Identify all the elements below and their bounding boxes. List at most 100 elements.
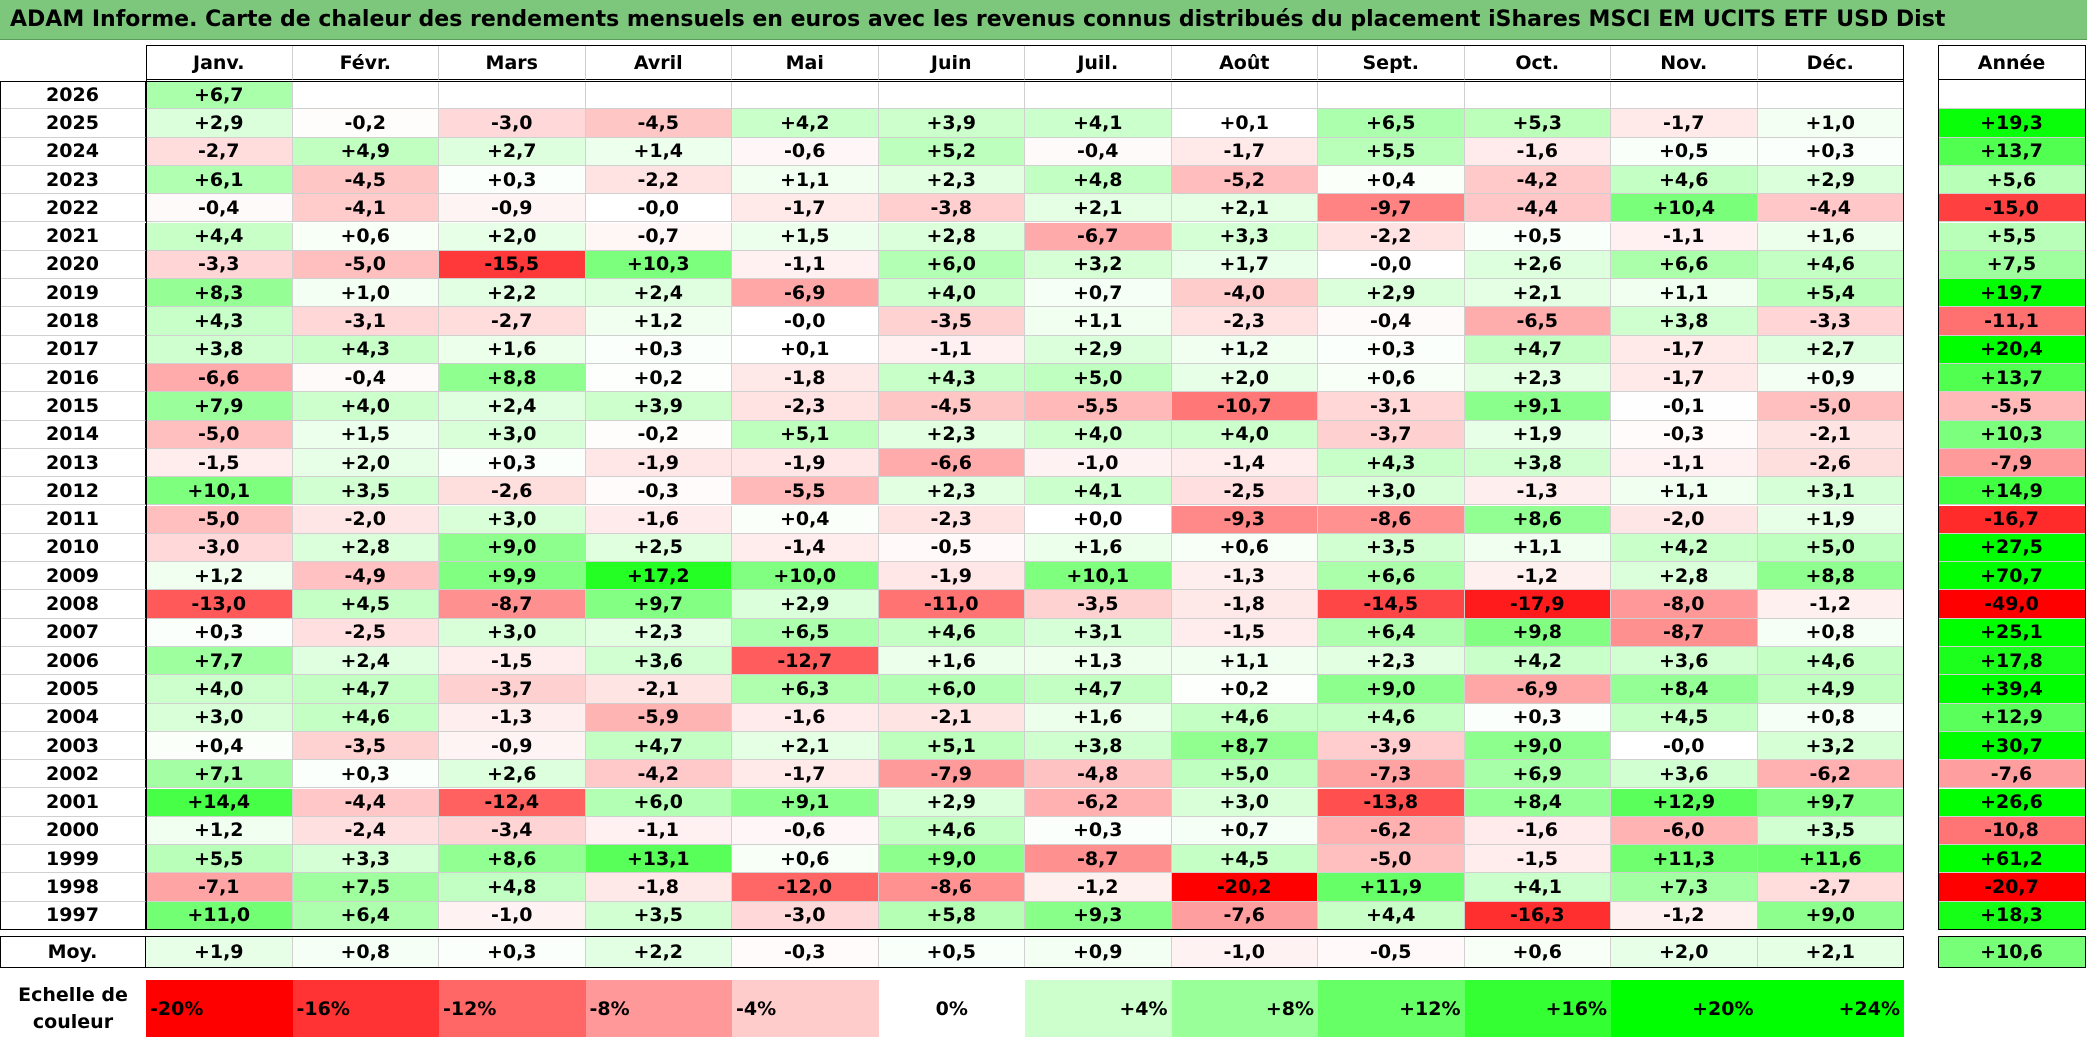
year-label: 2003 (0, 731, 146, 761)
heat-cell: +9,3 (1025, 901, 1172, 930)
heat-cell: +4,3 (878, 364, 1025, 393)
heat-cell: +1,1 (1611, 477, 1758, 506)
heat-cell: +8,7 (1171, 731, 1318, 761)
heat-cell: +4,6 (878, 618, 1025, 647)
scale-stop: -20% (146, 980, 293, 1037)
heat-cell: +1,4 (585, 137, 732, 166)
heat-cell: +11,6 (1757, 845, 1904, 874)
heat-cell: -12,0 (732, 873, 879, 902)
heat-cell: +6,6 (1611, 250, 1758, 280)
heat-cell: +3,0 (1171, 788, 1318, 817)
heat-cell: +4,3 (292, 335, 439, 364)
heat-cell: -1,3 (439, 703, 586, 732)
heat-cell: +3,6 (1611, 647, 1758, 676)
scale-stop: +4% (1025, 980, 1172, 1037)
heat-cell: -7,6 (1171, 901, 1318, 930)
heat-cell: +2,0 (1171, 364, 1318, 393)
heat-cell: -4,5 (292, 165, 439, 195)
month-header: Sept. (1318, 45, 1465, 80)
heat-cell: -7,3 (1318, 760, 1465, 789)
heat-cell: -0,9 (439, 731, 586, 761)
heat-cell: +10,3 (585, 250, 732, 280)
heat-cell: +6,3 (732, 675, 879, 704)
heat-cell: +0,6 (1318, 364, 1465, 393)
heat-cell: +2,8 (878, 222, 1025, 251)
year-label: 2020 (0, 250, 146, 280)
heat-cell: +2,4 (585, 279, 732, 308)
annual-cell: +5,5 (1938, 222, 2086, 251)
heat-cell: +2,7 (1757, 335, 1904, 364)
heat-cell: +1,1 (732, 165, 879, 195)
heat-cell: -4,0 (1171, 279, 1318, 308)
heat-cell: +10,0 (732, 562, 879, 591)
heat-cell: +1,6 (1757, 222, 1904, 251)
heat-cell: -3,1 (1318, 392, 1465, 421)
year-label: 2011 (0, 505, 146, 534)
heat-cell: +3,6 (1611, 760, 1758, 789)
heat-cell: +3,3 (1171, 222, 1318, 251)
heat-cell: +3,0 (439, 420, 586, 449)
heat-cell: +8,4 (1611, 675, 1758, 704)
heat-cell: +4,0 (878, 279, 1025, 308)
year-label: 2023 (0, 165, 146, 195)
year-label: 2014 (0, 420, 146, 449)
heat-cell: -1,5 (1171, 618, 1318, 647)
heat-cell: +0,4 (732, 505, 879, 534)
heat-cell: +0,1 (1171, 109, 1318, 138)
heat-cell: -1,1 (1611, 448, 1758, 478)
heat-cell: -1,9 (585, 448, 732, 478)
heat-cell: +0,8 (1757, 703, 1904, 732)
heat-cell: -0,0 (1611, 731, 1758, 761)
heat-cell: +4,6 (1171, 703, 1318, 732)
year-label: 2008 (0, 590, 146, 619)
year-label: 2015 (0, 392, 146, 421)
heat-cell: -3,1 (292, 307, 439, 336)
heat-cell: +0,2 (1171, 675, 1318, 704)
heat-cell: +4,0 (1025, 420, 1172, 449)
heat-cell: +4,1 (1025, 109, 1172, 138)
heat-cell: -1,7 (1611, 364, 1758, 393)
heat-cell: -3,0 (439, 109, 586, 138)
heat-cell: -1,6 (1464, 137, 1611, 166)
heat-cell: +0,3 (1464, 703, 1611, 732)
heat-cell: -0,6 (732, 816, 879, 846)
avg-cell: +0,3 (439, 936, 586, 968)
heat-cell: +1,9 (1464, 420, 1611, 449)
month-header: Juin (878, 45, 1025, 80)
scale-stop: +24% (1757, 980, 1904, 1037)
heat-cell: +4,3 (146, 307, 293, 336)
month-header: Janv. (146, 45, 293, 80)
heat-cell: +9,7 (1757, 788, 1904, 817)
heat-cell: -5,5 (732, 477, 879, 506)
heat-cell: -20,2 (1171, 873, 1318, 902)
heat-cell: +7,7 (146, 647, 293, 676)
heat-cell: +1,6 (439, 335, 586, 364)
avg-cell: +1,9 (146, 936, 293, 968)
heat-cell: -2,7 (439, 307, 586, 336)
heat-cell: -1,9 (878, 562, 1025, 591)
chart-title: ADAM Informe. Carte de chaleur des rende… (10, 7, 1946, 32)
heat-cell: -1,1 (878, 335, 1025, 364)
heat-cell: -0,2 (585, 420, 732, 449)
heat-cell: +2,4 (292, 647, 439, 676)
annual-cell: +30,7 (1938, 731, 2086, 761)
avg-cell: +0,9 (1025, 936, 1172, 968)
avg-annual-cell: +10,6 (1938, 936, 2086, 968)
heat-cell: -6,2 (1757, 760, 1904, 789)
heat-cell (1464, 81, 1611, 110)
avg-cell: -0,5 (1318, 936, 1465, 968)
heat-cell: +7,1 (146, 760, 293, 789)
heat-cell: +4,6 (1757, 250, 1904, 280)
heat-cell: +0,7 (1025, 279, 1172, 308)
heat-cell: -1,5 (1464, 845, 1611, 874)
heat-cell: +3,8 (1611, 307, 1758, 336)
heat-cell: +1,6 (878, 647, 1025, 676)
heat-cell: +4,6 (1757, 647, 1904, 676)
heat-cell: -1,5 (146, 448, 293, 478)
year-label: 2004 (0, 703, 146, 732)
heat-cell: -3,8 (878, 194, 1025, 223)
avg-cell: +2,2 (585, 936, 732, 968)
heat-cell: +1,2 (585, 307, 732, 336)
heat-cell: -4,5 (585, 109, 732, 138)
heat-cell: +2,9 (732, 590, 879, 619)
